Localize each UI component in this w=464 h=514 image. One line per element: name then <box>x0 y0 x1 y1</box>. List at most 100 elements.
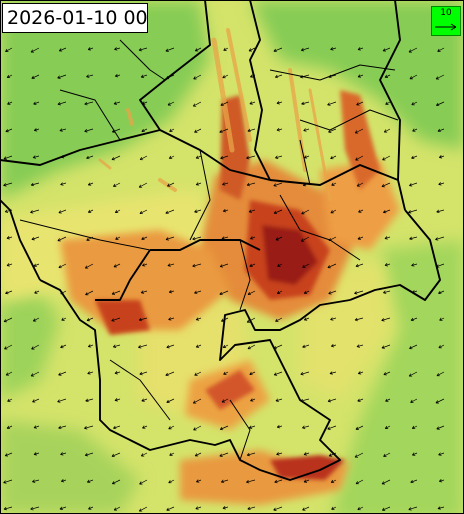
wind-arrow-icon <box>328 74 337 79</box>
wind-arrow-icon <box>166 344 175 349</box>
wind-arrow-icon <box>194 290 202 295</box>
wind-arrow-icon <box>355 263 364 268</box>
wind-arrow-icon <box>193 425 202 431</box>
wind-arrow-icon <box>302 425 310 429</box>
wind-arrow-icon <box>301 209 310 215</box>
wind-arrow-icon <box>246 155 256 160</box>
wind-arrow-icon <box>438 479 445 483</box>
wind-arrow-icon <box>194 47 202 52</box>
wind-arrow-icon <box>168 155 175 159</box>
wind-arrow-icon <box>84 128 94 133</box>
wind-arrow-icon <box>276 101 283 105</box>
wind-arrow-icon <box>249 101 256 105</box>
wind-arrow-icon <box>3 506 13 511</box>
wind-arrow-icon <box>169 452 175 456</box>
wind-arrow-icon <box>408 371 418 377</box>
wind-arrow-icon <box>381 479 391 485</box>
wind-arrow-icon <box>4 344 13 350</box>
wind-arrow-icon <box>300 47 310 52</box>
wind-arrow-icon <box>60 479 67 483</box>
wind-arrow-icon <box>111 290 121 295</box>
wind-arrow-icon <box>412 452 418 456</box>
wind-arrow-icon <box>354 452 364 458</box>
wind-arrow-icon <box>327 263 337 269</box>
wind-arrow-icon <box>273 371 283 376</box>
wind-arrow-icon <box>437 47 445 52</box>
wind-arrow-icon <box>354 317 364 322</box>
wind-arrow-icon <box>84 263 94 269</box>
wind-arrow-icon <box>385 101 391 105</box>
wind-arrow-icon <box>141 236 148 240</box>
wind-arrow-icon <box>31 74 40 79</box>
wind-arrow-icon <box>276 290 283 294</box>
wind-arrow-icon <box>166 506 175 511</box>
wind-arrow-icon <box>115 236 121 240</box>
wind-arrow-icon <box>276 452 283 456</box>
wind-scale-value: 10 <box>440 8 452 18</box>
wind-arrow-icon <box>436 371 445 377</box>
wind-arrow-icon <box>437 506 445 510</box>
wind-arrow-icon <box>87 182 94 186</box>
wind-arrow-icon <box>194 209 202 213</box>
region-borders <box>19 39 399 461</box>
wind-arrow-icon <box>249 263 256 267</box>
wind-arrow-icon <box>274 479 283 484</box>
wind-arrow-icon <box>302 344 310 349</box>
wind-arrow-icon <box>59 128 67 132</box>
wind-arrow-icon <box>437 128 445 133</box>
wind-arrow-icon <box>60 344 67 349</box>
wind-arrow-icon <box>246 479 256 484</box>
wind-arrow-icon <box>192 101 202 107</box>
wind-arrow-icon <box>276 128 283 132</box>
wind-arrow-icon <box>409 74 418 80</box>
wind-arrow-icon <box>195 344 202 348</box>
wind-arrow-icon <box>247 506 256 511</box>
wind-arrow-icon <box>30 209 40 214</box>
wind-arrow-icon <box>384 425 391 429</box>
wind-arrow-icon <box>303 479 310 483</box>
wind-arrow-icon <box>168 317 175 321</box>
wind-arrow-icon <box>409 344 418 350</box>
wind-arrow-icon <box>330 479 337 483</box>
wind-arrow-icon <box>411 263 418 267</box>
wind-arrow-icon <box>300 236 310 242</box>
wind-arrow-icon <box>168 425 175 430</box>
wind-arrow-icon <box>193 74 202 80</box>
wind-arrow-icon <box>246 182 256 187</box>
wind-arrow-icon <box>330 47 337 51</box>
wind-arrow-icon <box>435 74 445 80</box>
wind-arrow-icon <box>59 506 67 510</box>
wind-arrows <box>3 47 445 512</box>
wind-arrow-icon <box>57 101 67 106</box>
wind-arrow-icon <box>139 155 148 161</box>
wind-arrow-icon <box>221 317 229 322</box>
wind-arrow-icon <box>354 128 364 134</box>
wind-arrow-icon <box>114 209 121 213</box>
wind-arrow-icon <box>384 74 391 78</box>
wind-arrow-icon <box>410 317 418 322</box>
wind-arrow-icon <box>354 290 364 295</box>
wind-arrow-icon <box>219 290 229 296</box>
wind-arrow-icon <box>436 101 445 107</box>
wind-arrow-icon <box>168 289 175 294</box>
wind-arrow-icon <box>33 263 40 267</box>
wind-arrow-icon <box>275 236 283 241</box>
wind-arrow-icon <box>140 452 148 457</box>
wind-arrow-icon <box>33 425 40 429</box>
wind-arrow-icon <box>195 182 202 186</box>
wind-arrow-icon <box>196 479 202 483</box>
wind-arrow-icon <box>114 371 121 375</box>
wind-arrow-icon <box>31 236 40 241</box>
wind-arrow-icon <box>32 479 40 483</box>
wind-arrow-icon <box>383 452 391 457</box>
wind-arrow-icon <box>113 506 121 511</box>
wind-arrow-icon <box>3 317 13 323</box>
wind-arrow-icon <box>248 209 256 213</box>
wind-arrow-icon <box>357 74 364 78</box>
wind-arrow-icon <box>138 317 148 322</box>
wind-arrow-icon <box>113 182 121 187</box>
wind-arrow-icon <box>275 398 283 402</box>
wind-arrow-icon <box>356 344 364 348</box>
wind-arrow-icon <box>358 209 364 213</box>
wind-arrow-icon <box>114 73 121 78</box>
